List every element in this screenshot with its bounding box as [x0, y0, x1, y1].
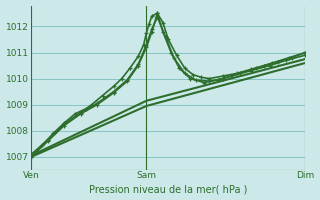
X-axis label: Pression niveau de la mer( hPa ): Pression niveau de la mer( hPa )	[89, 184, 247, 194]
